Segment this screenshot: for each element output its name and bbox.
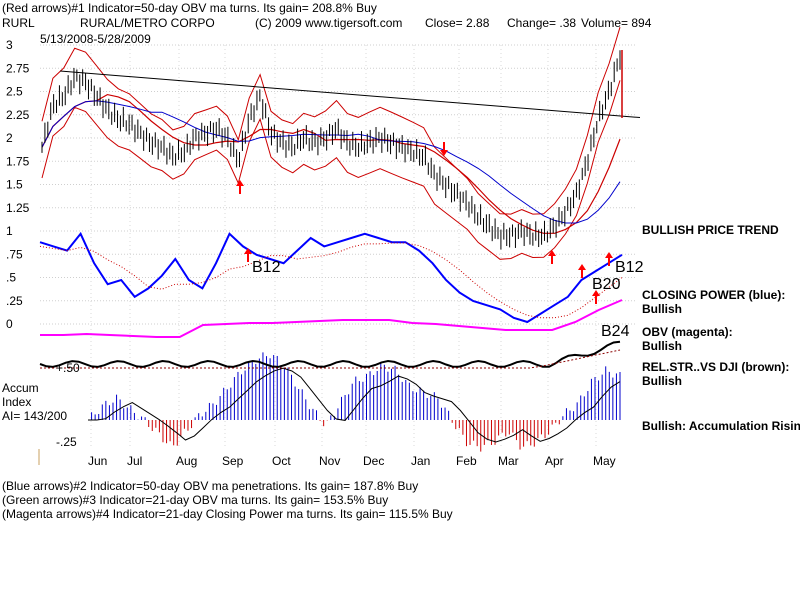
- y-tick-label: .25: [6, 294, 23, 308]
- y-tick-label: 1: [6, 224, 13, 238]
- date-range: 5/13/2008-5/28/2009: [40, 32, 151, 46]
- trendline: [59, 70, 641, 119]
- accum-title-2: Index: [2, 395, 32, 409]
- accum-status-label: Bullish: Accumulation Rising: [642, 419, 800, 433]
- rel-str-line: [39, 340, 621, 368]
- annotation-b24: B24: [601, 323, 630, 340]
- y-tick-label: .75: [6, 247, 23, 261]
- month-label: Mar: [498, 454, 519, 468]
- gridlines: [38, 44, 635, 465]
- buy-arrow: [605, 252, 613, 266]
- y-tick-label: 3: [6, 38, 13, 52]
- month-label: Aug: [176, 454, 197, 468]
- accum-index-bars: [88, 352, 621, 452]
- accum-ai-value: AI= 143/200: [2, 409, 68, 423]
- relstr-label: REL.STR..VS DJI (brown):: [642, 360, 790, 374]
- accum-title-1: Accum: [2, 381, 39, 395]
- y-tick-label: 2.25: [6, 108, 30, 122]
- ticker-symbol: RURL: [2, 16, 35, 30]
- footer-indicator-3: (Green arrows)#3 Indicator=21-day OBV ma…: [2, 493, 389, 507]
- header-indicator-1: (Red arrows)#1 Indicator=50-day OBV ma t…: [2, 1, 377, 15]
- y-tick-label: 2.75: [6, 61, 30, 75]
- annotation-b12-may: B12: [615, 259, 644, 276]
- signal-arrows: [236, 142, 613, 304]
- y-tick-label: 1.75: [6, 154, 30, 168]
- indicator-lines: [39, 27, 641, 369]
- upper-band: [41, 27, 621, 215]
- price-bars: [41, 50, 623, 250]
- y-tick-label: 0: [6, 317, 13, 331]
- change-value: Change= .38: [507, 16, 577, 30]
- obv-line: [40, 299, 623, 338]
- accum-tick-neg: -.25: [56, 435, 77, 449]
- buy-arrow: [548, 250, 556, 264]
- y-tick-label: 1.25: [6, 201, 30, 215]
- copyright: (C) 2009 www.tigersoft.com: [255, 16, 403, 30]
- month-label: Jun: [88, 454, 107, 468]
- month-label: Sep: [222, 454, 244, 468]
- y-tick-label: 2.5: [6, 85, 23, 99]
- month-label: Feb: [456, 454, 477, 468]
- buy-arrow: [244, 248, 252, 262]
- close-value: Close= 2.88: [425, 16, 490, 30]
- rel-str-ma: [40, 349, 621, 369]
- footer-indicator-2: (Blue arrows)#2 Indicator=50-day OBV ma …: [2, 479, 419, 493]
- month-label: May: [593, 454, 616, 468]
- y-tick-label: 2: [6, 131, 13, 145]
- accum-ma-line: [88, 367, 621, 443]
- lower-band: [41, 80, 621, 260]
- annotation-b12-sep: B12: [252, 259, 281, 276]
- month-label: Jan: [411, 454, 430, 468]
- buy-arrow: [578, 264, 586, 278]
- month-label: Dec: [363, 454, 384, 468]
- relstr-value: Bullish: [642, 374, 683, 388]
- month-label: Jul: [127, 454, 142, 468]
- y-tick-label: .5: [6, 271, 16, 285]
- month-label: Nov: [319, 454, 340, 468]
- month-labels: Jun Jul Aug Sep Oct Nov Dec Jan Feb Mar Apr May: [88, 454, 616, 468]
- y-tick-label: 1.5: [6, 178, 23, 192]
- footer-indicator-4: (Magenta arrows)#4 Indicator=21-day Clos…: [2, 507, 453, 521]
- month-label: Oct: [272, 454, 291, 468]
- closing-power-line: [39, 231, 623, 324]
- closing-power-value: Bullish: [642, 302, 683, 316]
- blue-ma: [41, 100, 621, 224]
- obv-value: Bullish: [642, 339, 683, 353]
- month-label: Apr: [545, 454, 564, 468]
- price-trend-label: BULLISH PRICE TREND: [642, 223, 779, 237]
- annotation-b20: B20: [592, 276, 621, 293]
- accum-tick-pos: +.50: [56, 361, 80, 375]
- buy-arrow: [592, 290, 600, 304]
- red-ma: [41, 93, 621, 234]
- buy-arrow: [236, 180, 244, 194]
- closing-power-ma: [39, 242, 623, 319]
- volume-value: Volume= 894: [581, 16, 652, 30]
- company-name: RURAL/METRO CORPO: [80, 16, 215, 30]
- obv-label: OBV (magenta):: [642, 325, 733, 339]
- sell-arrow: [440, 142, 448, 156]
- closing-power-label: CLOSING POWER (blue):: [642, 288, 786, 302]
